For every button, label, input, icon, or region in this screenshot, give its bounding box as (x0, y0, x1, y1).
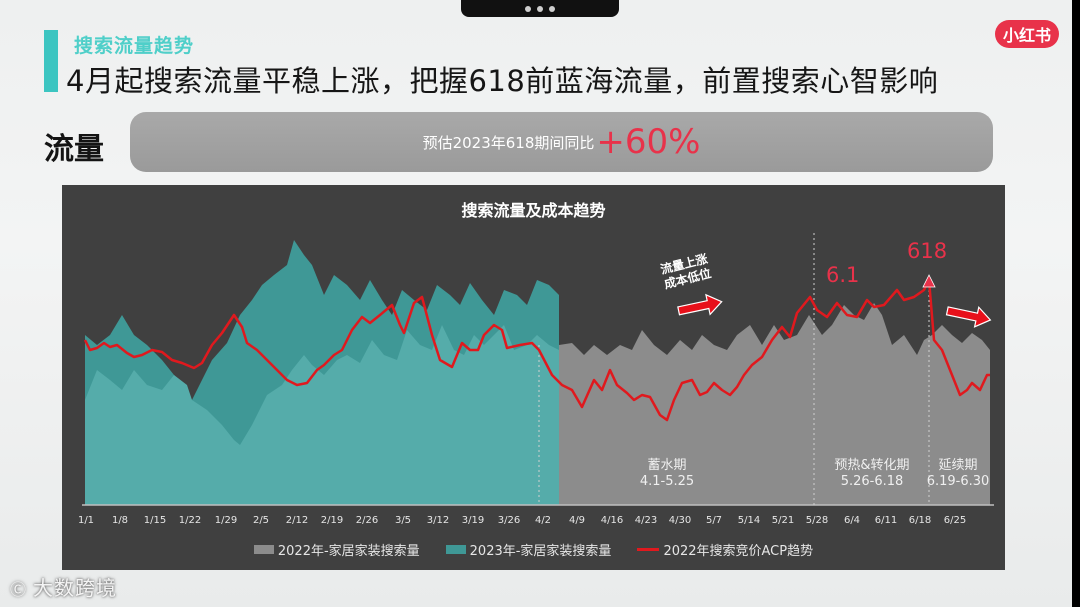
peak-label-61: 6.1 (826, 263, 860, 287)
window-notch[interactable] (461, 0, 619, 17)
chart-panel: 1/1 1/8 1/15 1/22 1/29 2/5 2/12 2/19 2/2… (62, 185, 1005, 570)
phase-label-storage: 蓄水期 4.1-5.25 (639, 458, 695, 489)
swatch-icon (445, 545, 466, 554)
legend-item-2023[interactable]: 2023年-家居家装搜索量 (445, 540, 611, 559)
brand-badge: 小红书 (995, 20, 1059, 48)
metric-value: +60% (596, 122, 701, 162)
x-tick: 5/28 (806, 515, 828, 526)
acp-line (83, 278, 990, 422)
swatch-icon (253, 545, 274, 554)
x-tick: 1/29 (215, 515, 237, 526)
logo-icon: Ⓒ (10, 580, 28, 599)
x-tick: 2/12 (286, 515, 308, 526)
watermark: Ⓒ 大数跨境 (10, 576, 118, 600)
phase-label-preheat: 预热&转化期 5.26-6.18 (834, 458, 910, 489)
x-tick: 5/14 (738, 515, 760, 526)
x-tick: 4/9 (569, 515, 585, 526)
chart-plot: 1/1 1/8 1/15 1/22 1/29 2/5 2/12 2/19 2/2… (78, 233, 994, 526)
x-tick: 2/26 (356, 515, 378, 526)
dot-icon (537, 5, 543, 12)
page-title: 4月起搜索流量平稳上涨，把握618前蓝海流量，前置搜索心智影响 (66, 64, 939, 98)
x-tick: 3/19 (462, 515, 484, 526)
x-tick: 1/22 (179, 515, 201, 526)
x-tick: 6/4 (844, 515, 860, 526)
x-tick: 5/7 (706, 515, 722, 526)
line-swatch-icon (637, 548, 660, 551)
x-tick: 4/30 (669, 515, 691, 526)
x-tick: 4/16 (601, 515, 623, 526)
metric-text: 预估2023年618期间同比 (422, 133, 595, 152)
x-tick: 3/5 (395, 515, 411, 526)
metric-pill: 预估2023年618期间同比 +60% (130, 112, 993, 172)
x-tick: 2/5 (253, 515, 269, 526)
x-tick: 5/21 (772, 515, 794, 526)
x-tick: 6/11 (875, 515, 897, 526)
x-tick: 4/2 (535, 515, 551, 526)
x-tick: 1/8 (112, 515, 128, 526)
x-tick: 2/19 (321, 515, 343, 526)
window-border (1072, 0, 1080, 607)
dot-icon (525, 5, 531, 12)
x-tick: 1/15 (144, 515, 166, 526)
x-tick: 6/18 (909, 515, 931, 526)
x-tick: 3/26 (498, 515, 520, 526)
marker-618-icon (922, 274, 936, 288)
metric-label: 流量 (44, 132, 104, 167)
phase-label-continue: 延续期 6.19-6.30 (926, 458, 990, 489)
x-tick: 4/23 (635, 515, 657, 526)
section-subtitle: 搜索流量趋势 (74, 35, 195, 57)
dot-icon (549, 5, 555, 12)
legend-item-acp[interactable]: 2022年搜索竞价ACP趋势 (637, 540, 813, 559)
x-tick: 3/12 (427, 515, 449, 526)
chart-legend: 2022年-家居家装搜索量 2023年-家居家装搜索量 2022年搜索竞价ACP… (62, 540, 1005, 559)
peak-label-618: 618 (907, 239, 948, 263)
callout-arrow-icon (677, 293, 723, 316)
accent-bar (44, 30, 58, 92)
x-tick: 6/25 (944, 515, 966, 526)
x-tick: 1/1 (78, 515, 94, 526)
continue-arrow-icon (945, 306, 992, 328)
x-ticks: 1/1 1/8 1/15 1/22 1/29 2/5 2/12 2/19 2/2… (78, 515, 966, 526)
chart-title: 搜索流量及成本趋势 (461, 201, 606, 220)
area-2023-lower (85, 325, 559, 505)
legend-item-2022[interactable]: 2022年-家居家装搜索量 (253, 540, 420, 559)
